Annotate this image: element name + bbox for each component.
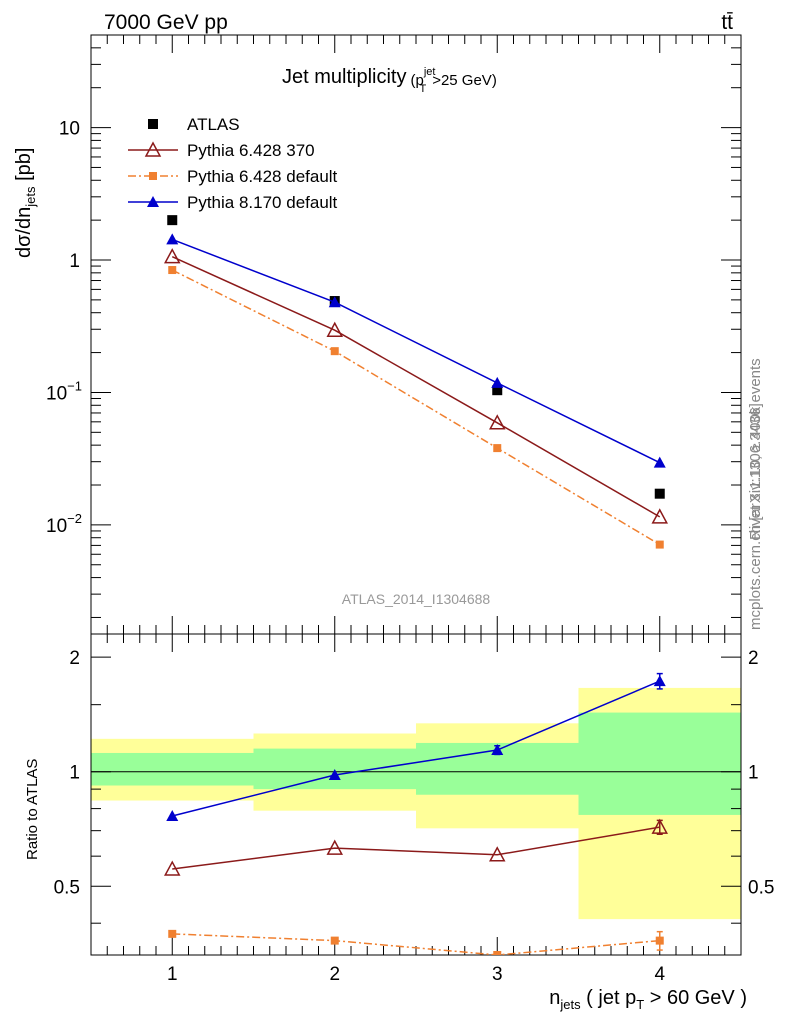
main-series-3-point xyxy=(330,347,339,356)
main-y-tick-label: 1 xyxy=(69,251,80,272)
main-series-4-point xyxy=(491,376,504,388)
ratio-series-1-point xyxy=(163,860,181,876)
ratio-series-2-point xyxy=(493,951,502,955)
ratio-y-tick-label: 0.5 xyxy=(54,877,80,898)
main-y-tick-label: 10 xyxy=(59,119,80,140)
main-series-2-point xyxy=(651,508,669,524)
ratio-series-1-point xyxy=(651,818,669,834)
legend-marker-2 xyxy=(144,141,162,157)
process-label: tt̄ xyxy=(721,11,733,34)
main-series-2-point xyxy=(326,321,344,337)
energy-label: 7000 GeV pp xyxy=(104,11,228,34)
legend: ATLAS Pythia 6.428 370 Pythia 6.428 defaul… xyxy=(128,115,338,212)
main-series-line-3 xyxy=(171,269,661,546)
main-series-2-point xyxy=(488,414,506,430)
ratio-series-line-3 xyxy=(172,680,661,817)
ratio-y-tick-label: 1 xyxy=(69,763,80,784)
main-series-1-point xyxy=(654,488,665,499)
ratio-series-3-point xyxy=(491,744,504,756)
analysis-id-label: ATLAS_2014_I1304688 xyxy=(342,591,491,607)
ratio-series-group xyxy=(163,672,669,955)
rivet-label: Rivet 3.1.10, ≥ 400k events xyxy=(747,358,764,540)
ratio-series-3-point xyxy=(653,675,666,687)
main-series-1-point xyxy=(492,385,503,396)
x-tick-label: 2 xyxy=(329,964,340,985)
main-series-line-2 xyxy=(171,255,661,518)
ratio-axes: 1 2 3 4 0.5 0.5 1 1 2 2 xyxy=(54,633,774,985)
legend-marker-3 xyxy=(149,172,157,180)
x-axis-label: njets ( jet pT > 60 GeV ) xyxy=(549,987,747,1012)
ratio-series-1-point xyxy=(326,839,344,855)
ratio-y-axis-label: Ratio to ATLAS xyxy=(24,759,41,860)
legend-marker-1 xyxy=(148,119,158,129)
main-series-2-point xyxy=(163,248,181,264)
ratio-series-line-2 xyxy=(172,933,660,955)
x-tick-label: 4 xyxy=(654,964,665,985)
x-tick-label: 1 xyxy=(167,964,178,985)
main-series-line-4 xyxy=(171,238,661,464)
main-series-3-point xyxy=(168,266,177,275)
ratio-series-3-point xyxy=(328,769,341,781)
legend-label-3: Pythia 6.428 default xyxy=(187,167,338,186)
main-series-3-point xyxy=(493,444,502,453)
main-series-3-point xyxy=(655,540,664,549)
chart-title: Jet multiplicity (pjet T >25 GeV) xyxy=(282,66,497,95)
ratio-y-tick-label-right: 2 xyxy=(748,648,759,669)
legend-label-4: Pythia 8.170 default xyxy=(187,193,338,212)
ratio-y-tick-label-right: 0.5 xyxy=(748,877,774,898)
ratio-series-2-point xyxy=(168,929,177,938)
main-series-4-point xyxy=(653,456,666,468)
main-series-1-point xyxy=(167,215,178,226)
main-axes: 10 1 10−1 10−2 xyxy=(46,34,742,635)
ratio-series-2-point xyxy=(330,936,339,945)
source-label: mcplots.cern.ch [arXiv:1306.3436] xyxy=(747,403,764,630)
ratio-series-2-point xyxy=(655,936,664,945)
ratio-y-tick-label-right: 1 xyxy=(748,763,759,784)
x-tick-label: 3 xyxy=(492,964,503,985)
legend-label-2: Pythia 6.428 370 xyxy=(187,141,315,160)
main-series-4-point xyxy=(328,296,341,308)
ratio-series-line-1 xyxy=(172,826,660,870)
main-y-tick-label: 10−2 xyxy=(46,511,82,537)
ratio-uncertainty-bands xyxy=(91,687,741,920)
main-series-4-point xyxy=(166,233,179,245)
ratio-y-tick-label: 2 xyxy=(69,648,80,669)
ratio-series-layer xyxy=(163,672,669,955)
main-y-axis-label: dσ/dnjets [pb] xyxy=(13,148,38,258)
ratio-series-3-point xyxy=(166,809,179,821)
legend-label-1: ATLAS xyxy=(187,115,240,134)
main-series-layer xyxy=(163,215,669,549)
ratio-series-1-point xyxy=(488,846,506,862)
main-y-tick-label: 10−1 xyxy=(46,378,82,404)
legend-marker-4 xyxy=(147,196,159,207)
green-band-2 xyxy=(253,748,416,790)
main-series-group xyxy=(163,215,669,549)
green-band-4 xyxy=(578,712,741,815)
green-band-1 xyxy=(91,752,254,786)
